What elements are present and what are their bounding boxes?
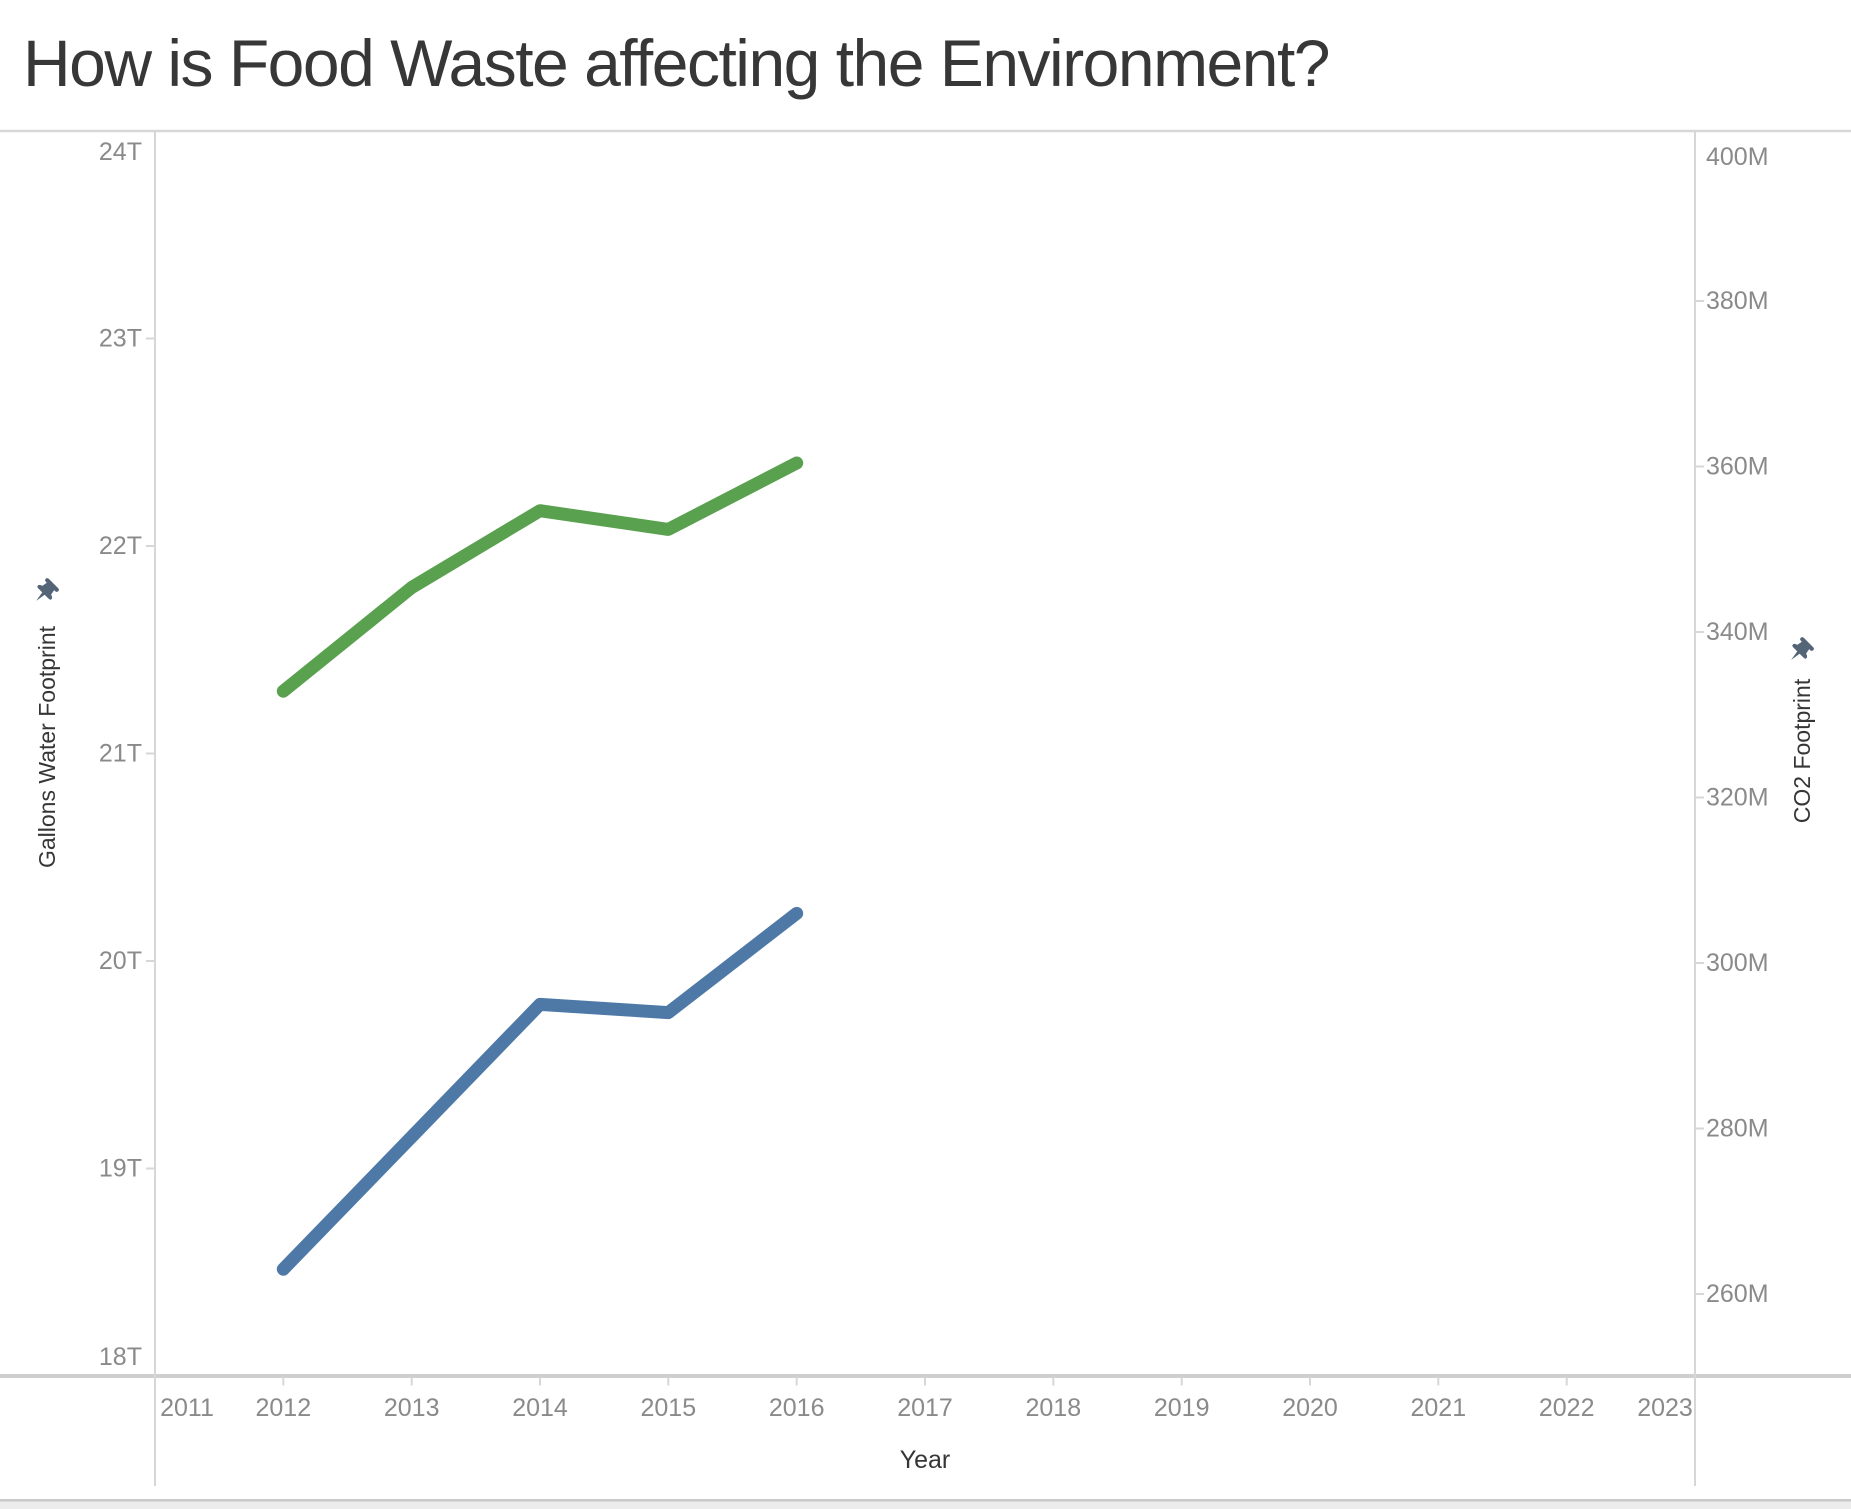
x-tick-label: 2018 [1025,1394,1081,1422]
left-tick-label: 18T [99,1343,142,1371]
x-tick-label: 2011 [160,1394,214,1422]
left-tick-label: 24T [99,138,142,166]
x-tick-label: 2020 [1282,1394,1338,1422]
left-tick-label: 22T [99,532,142,560]
x-tick-label: 2017 [897,1394,953,1422]
plot-borders [0,129,1851,1486]
right-tick-label: 260M [1706,1280,1769,1308]
x-tick-label: 2022 [1539,1394,1595,1422]
right-axis-tick-labels: 400M 380M 360M 340M 320M 300M 280M 260M [1706,143,1769,1308]
x-tick-label: 2023 [1637,1394,1693,1422]
water-footprint-line[interactable] [276,456,804,698]
x-tick-label: 2015 [640,1394,696,1422]
x-tick-label: 2021 [1410,1394,1466,1422]
pin-icon[interactable] [1784,635,1816,667]
left-tick-label: 20T [99,947,142,975]
chart-title: How is Food Waste affecting the Environm… [23,26,1331,100]
x-tick-label: 2013 [384,1394,440,1422]
right-tick-label: 380M [1706,287,1769,315]
left-tick-label: 21T [99,740,142,768]
right-tick-label: 340M [1706,618,1769,646]
left-tick-label: 19T [99,1155,142,1183]
x-axis-tick-labels: 2011 2012 2013 2014 2015 2016 2017 2018 … [160,1394,1693,1422]
tick-marks [146,300,1704,1386]
right-tick-label: 400M [1706,143,1769,171]
x-tick-label: 2012 [255,1394,311,1422]
left-axis-title: Gallons Water Footprint [34,625,60,868]
x-axis-title: Year [900,1446,951,1474]
scrollbar-edge [0,1499,1851,1502]
right-tick-label: 360M [1706,453,1769,481]
left-tick-label: 23T [99,325,142,353]
bottom-scrollbar-track[interactable] [0,1501,1851,1509]
x-tick-label: 2014 [512,1394,568,1422]
pin-icon[interactable] [29,576,61,608]
co2-footprint-line[interactable] [276,906,804,1276]
right-tick-label: 300M [1706,949,1769,977]
right-axis-title: CO2 Footprint [1789,678,1815,823]
x-tick-label: 2019 [1154,1394,1210,1422]
x-tick-label: 2016 [769,1394,825,1422]
left-axis-tick-labels: 24T 23T 22T 21T 20T 19T 18T [99,138,142,1371]
right-tick-label: 280M [1706,1115,1769,1143]
right-tick-label: 320M [1706,784,1769,812]
